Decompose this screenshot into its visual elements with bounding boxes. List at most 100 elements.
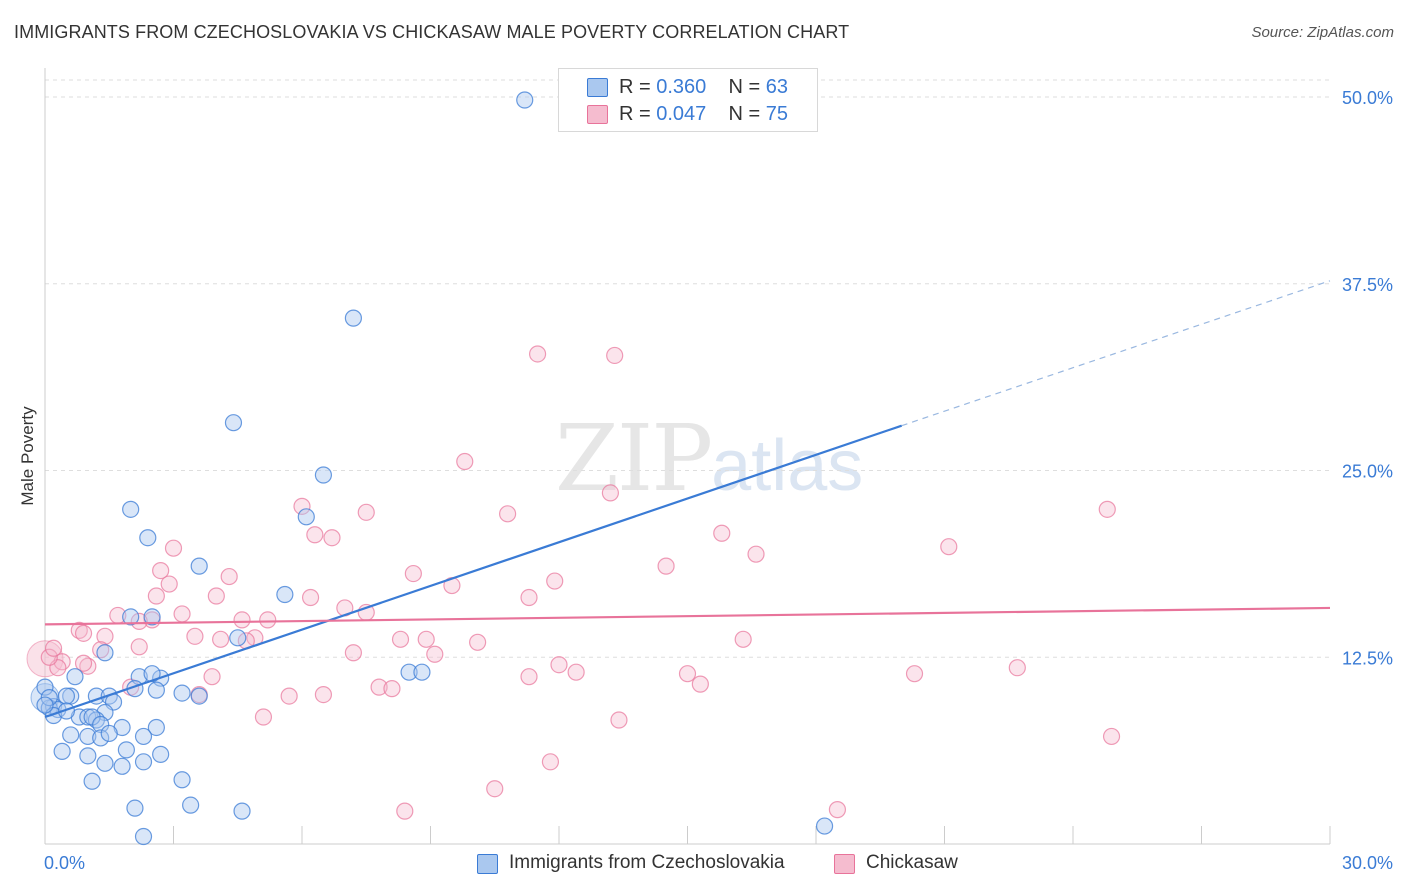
data-point-czechoslovakia: [182, 796, 200, 814]
data-point-czechoslovakia: [815, 817, 834, 835]
data-point-chickasaw: [280, 687, 298, 705]
r-value: 0.360: [656, 76, 707, 98]
y-tick-label: 37.5%: [1342, 275, 1393, 295]
watermark-zip: ZIP: [555, 405, 713, 512]
data-point-czechoslovakia: [173, 771, 191, 789]
data-point-czechoslovakia: [57, 687, 76, 705]
data-point-czechoslovakia: [134, 827, 153, 846]
data-point-chickasaw: [212, 630, 230, 648]
data-point-chickasaw: [940, 538, 958, 556]
data-point-chickasaw: [1098, 500, 1116, 518]
data-point-czechoslovakia: [36, 678, 54, 696]
data-point-czechoslovakia: [190, 557, 208, 575]
data-point-chickasaw: [203, 668, 221, 686]
data-point-chickasaw: [259, 611, 277, 629]
r-label: R =: [619, 103, 657, 125]
data-point-czechoslovakia: [126, 799, 144, 817]
data-point-chickasaw: [254, 708, 273, 726]
data-point-chickasaw: [499, 505, 517, 523]
data-point-czechoslovakia: [53, 742, 71, 760]
data-point-chickasaw: [233, 611, 251, 629]
data-point-czechoslovakia: [92, 715, 110, 734]
y-axis-label: Male Poverty: [18, 406, 37, 506]
data-point-chickasaw: [426, 645, 444, 663]
data-point-chickasaw: [520, 588, 538, 607]
data-point-czechoslovakia: [152, 745, 170, 763]
data-point-chickasaw: [293, 497, 311, 515]
x-tick-label: 0.0%: [44, 853, 85, 873]
data-point-chickasaw: [546, 572, 564, 590]
data-point-chickasaw: [486, 780, 504, 798]
watermark: ZIPatlas: [555, 405, 863, 512]
data-point-chickasaw: [164, 539, 183, 557]
legend-label-czechoslovakia: Immigrants from Czechoslovakia: [509, 852, 785, 873]
data-point-chickasaw: [357, 503, 375, 521]
data-point-czechoslovakia: [139, 529, 157, 547]
data-point-czechoslovakia: [516, 91, 534, 109]
y-tick-label: 12.5%: [1342, 648, 1393, 668]
data-point-czechoslovakia: [276, 585, 294, 604]
data-point-czechoslovakia: [57, 702, 76, 720]
data-point-chickasaw: [301, 588, 320, 607]
data-point-czechoslovakia: [113, 757, 131, 775]
data-point-chickasaw: [404, 564, 422, 583]
data-point-chickasaw: [1008, 659, 1026, 677]
data-point-chickasaw: [747, 545, 765, 563]
data-point-czechoslovakia: [122, 500, 140, 518]
data-point-czechoslovakia: [229, 629, 247, 647]
trendline-czechoslovakia-projection: [901, 280, 1331, 427]
correlation-legend: R = 0.360 N = 63 R = 0.047 N = 75: [558, 68, 818, 132]
data-point-chickasaw: [905, 665, 924, 683]
data-point-czechoslovakia: [134, 753, 153, 771]
data-point-chickasaw: [40, 648, 58, 666]
legend-swatch-blue: [587, 78, 608, 97]
data-point-chickasaw: [391, 630, 410, 648]
data-point-czechoslovakia: [96, 754, 114, 772]
data-point-chickasaw: [173, 605, 191, 623]
data-point-chickasaw: [606, 346, 624, 365]
data-point-czechoslovakia: [79, 747, 97, 765]
cluster-point-chickasaw: [26, 640, 64, 678]
data-point-chickasaw: [657, 557, 675, 575]
data-point-czechoslovakia: [79, 727, 97, 746]
data-point-czechoslovakia: [100, 724, 118, 743]
data-point-czechoslovakia: [344, 309, 362, 327]
data-point-czechoslovakia: [83, 772, 101, 790]
data-point-chickasaw: [160, 575, 178, 593]
watermark-atlas: atlas: [711, 426, 864, 506]
legend-swatch-pink: [834, 854, 855, 874]
data-point-chickasaw: [147, 587, 165, 605]
data-point-chickasaw: [601, 484, 620, 502]
data-point-chickasaw: [417, 630, 435, 648]
r-label: R =: [619, 76, 657, 98]
data-point-chickasaw: [186, 627, 204, 645]
data-point-czechoslovakia: [224, 414, 243, 432]
data-point-chickasaw: [130, 612, 148, 630]
data-point-czechoslovakia: [92, 729, 110, 747]
data-point-chickasaw: [74, 624, 93, 642]
data-point-chickasaw: [1102, 727, 1121, 746]
data-point-czechoslovakia: [96, 644, 114, 662]
data-point-chickasaw: [691, 675, 709, 693]
legend-text-czechoslovakia: R = 0.360 N = 63: [619, 76, 788, 99]
data-point-czechoslovakia: [134, 727, 153, 746]
trendline-chickasaw: [44, 606, 1331, 626]
data-point-czechoslovakia: [117, 741, 135, 759]
data-point-czechoslovakia: [143, 608, 161, 626]
data-point-chickasaw: [207, 587, 225, 605]
data-point-chickasaw: [130, 638, 148, 656]
data-point-chickasaw: [323, 529, 341, 547]
data-point-chickasaw: [734, 630, 752, 648]
n-value: 63: [765, 76, 789, 98]
y-tick-label: 50.0%: [1342, 88, 1393, 108]
data-point-czechoslovakia: [297, 508, 315, 526]
data-point-czechoslovakia: [62, 726, 80, 744]
data-point-chickasaw: [344, 644, 362, 662]
data-point-chickasaw: [713, 524, 731, 542]
data-point-chickasaw: [678, 665, 697, 683]
data-point-chickasaw: [383, 680, 401, 698]
n-label: N =: [728, 103, 766, 125]
data-point-czechoslovakia: [233, 802, 251, 820]
data-point-chickasaw: [306, 526, 324, 544]
legend-label-chickasaw: Chickasaw: [866, 852, 958, 873]
